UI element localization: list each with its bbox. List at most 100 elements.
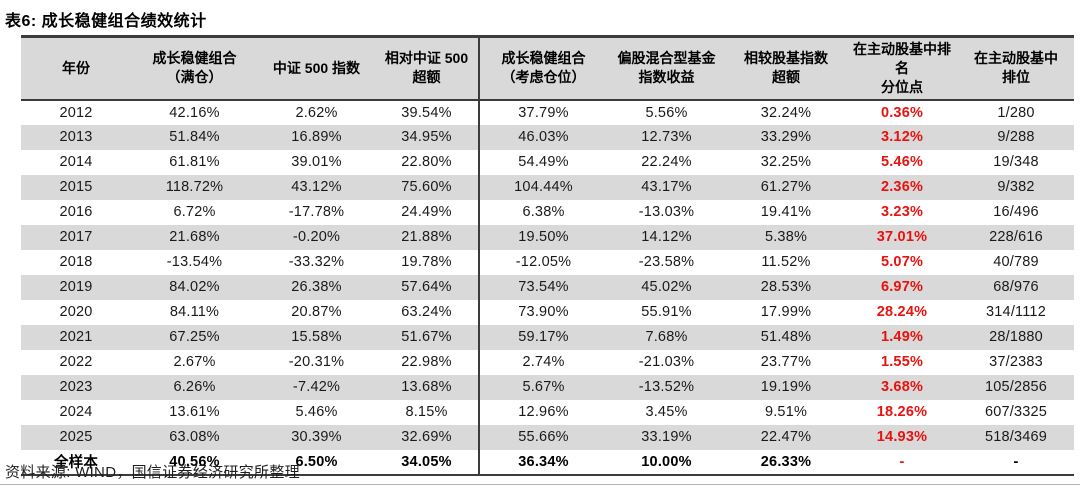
cell-excess-vs-fund-index: 19.41% bbox=[760, 204, 812, 221]
cell-portfolio-full-position: 84.11% bbox=[169, 304, 220, 321]
cell-excess-vs-fund-index: 33.29% bbox=[760, 129, 812, 146]
cell-year: 2016 bbox=[59, 204, 93, 221]
cell-hybrid-fund-index-return: -21.03% bbox=[638, 354, 695, 371]
table-row: 2022 2.67% -20.31% 22.98% 2.74% -21.03% 23.77%… bbox=[21, 349, 1074, 375]
cell-portfolio-considering-position: 5.67% bbox=[522, 379, 565, 396]
cell-excess-vs-fund-index: 51.48% bbox=[760, 329, 812, 346]
cell-hybrid-fund-index-return: 33.19% bbox=[641, 429, 692, 446]
table-row: 2019 84.02% 26.38% 57.64% 73.54% 45.02% 28.53%… bbox=[21, 274, 1074, 300]
cell-year: 2018 bbox=[59, 254, 93, 271]
cell-active-fund-percentile: 6.97% bbox=[880, 279, 924, 296]
cell-csi500-index: 30.39% bbox=[291, 429, 342, 446]
cell-portfolio-full-position: 6.72% bbox=[173, 204, 216, 221]
cell-portfolio-considering-position: 104.44% bbox=[514, 179, 573, 196]
cell-csi500-index: -0.20% bbox=[292, 229, 341, 246]
cell-hybrid-fund-index-return: 3.45% bbox=[645, 404, 688, 421]
table-row: 2013 51.84% 16.89% 34.95% 46.03% 12.73% 33.29%… bbox=[21, 124, 1074, 150]
table-header: 年份 成长稳健组合 （满仓） 中证 500 指数 相对中证 500 超额 成长稳健组合 （考虑… bbox=[21, 36, 1074, 100]
cell-csi500-index: 5.46% bbox=[295, 404, 338, 421]
cell-excess-vs-csi500: 39.54% bbox=[375, 99, 480, 125]
cell-hybrid-fund-index-return: 22.24% bbox=[641, 154, 692, 171]
column-header-active-fund-percentile: 在主动股基中排名 分位点 bbox=[853, 41, 951, 95]
cell-csi500-index: -33.32% bbox=[288, 254, 345, 271]
cell-active-fund-percentile: 28.24% bbox=[876, 304, 928, 321]
cell-active-fund-rank: 68/976 bbox=[993, 279, 1039, 296]
cell-csi500-index: -7.42% bbox=[292, 379, 341, 396]
cell-excess-vs-fund-index: 61.27% bbox=[760, 179, 812, 196]
cell-active-fund-rank: 1/280 bbox=[997, 104, 1035, 121]
cell-excess-vs-fund-index: 26.33% bbox=[760, 453, 812, 470]
cell-active-fund-rank: - bbox=[1013, 453, 1019, 470]
cell-portfolio-full-position: 2.67% bbox=[173, 354, 216, 371]
cell-hybrid-fund-index-return: -13.03% bbox=[638, 204, 695, 221]
cell-csi500-index: 15.58% bbox=[291, 329, 342, 346]
cell-csi500-index: -17.78% bbox=[288, 204, 345, 221]
cell-active-fund-rank: 105/2856 bbox=[984, 379, 1048, 396]
table-row: 2021 67.25% 15.58% 51.67% 59.17% 7.68% 51.48% 1… bbox=[21, 324, 1074, 350]
cell-active-fund-percentile: 0.36% bbox=[880, 104, 924, 121]
cell-active-fund-rank: 228/616 bbox=[989, 229, 1043, 246]
cell-excess-vs-fund-index: 28.53% bbox=[760, 279, 812, 296]
bottom-divider bbox=[0, 484, 1080, 485]
table-row: 2015 118.72% 43.12% 75.60% 104.44% 43.17% 61.2… bbox=[21, 174, 1074, 200]
table-row: 全样本 40.56% 6.50% 34.05% 36.34% 10.00% 26.33% - - bbox=[21, 449, 1074, 475]
cell-hybrid-fund-index-return: 5.56% bbox=[645, 104, 688, 121]
cell-hybrid-fund-index-return: 43.17% bbox=[641, 179, 692, 196]
cell-csi500-index: 16.89% bbox=[291, 129, 342, 146]
cell-portfolio-full-position: 63.08% bbox=[169, 429, 220, 446]
cell-portfolio-considering-position: 46.03% bbox=[518, 129, 569, 146]
column-header-active-fund-rank: 在主动股基中 排位 bbox=[974, 50, 1058, 86]
cell-hybrid-fund-index-return: -23.58% bbox=[638, 254, 695, 271]
cell-csi500-index: 20.87% bbox=[291, 304, 342, 321]
cell-csi500-index: 43.12% bbox=[291, 179, 342, 196]
cell-excess-vs-csi500: 13.68% bbox=[375, 374, 480, 400]
cell-excess-vs-csi500: 22.98% bbox=[375, 349, 480, 375]
cell-portfolio-full-position: 6.26% bbox=[173, 379, 216, 396]
cell-portfolio-considering-position: 59.17% bbox=[518, 329, 569, 346]
cell-excess-vs-fund-index: 5.38% bbox=[764, 229, 808, 246]
cell-year: 全样本 bbox=[53, 455, 99, 472]
cell-excess-vs-csi500: 21.88% bbox=[375, 224, 480, 250]
cell-portfolio-full-position: -13.54% bbox=[166, 254, 223, 271]
cell-excess-vs-csi500: 63.24% bbox=[375, 299, 480, 325]
cell-excess-vs-csi500: 51.67% bbox=[375, 324, 480, 350]
performance-table: 年份 成长稳健组合 （满仓） 中证 500 指数 相对中证 500 超额 成长稳健组合 （考虑… bbox=[21, 35, 1074, 476]
cell-excess-vs-fund-index: 17.99% bbox=[760, 304, 812, 321]
cell-portfolio-considering-position: 73.90% bbox=[518, 304, 569, 321]
table-row: 2018 -13.54% -33.32% 19.78% -12.05% -23.58% 11… bbox=[21, 249, 1074, 275]
cell-excess-vs-fund-index: 23.77% bbox=[760, 354, 812, 371]
cell-active-fund-percentile: 1.49% bbox=[880, 329, 924, 346]
cell-hybrid-fund-index-return: 45.02% bbox=[641, 279, 692, 296]
performance-table-container: 年份 成长稳健组合 （满仓） 中证 500 指数 相对中证 500 超额 成长稳健组合 （考虑… bbox=[21, 35, 1074, 476]
table-row: 2016 6.72% -17.78% 24.49% 6.38% -13.03% 19.41%… bbox=[21, 199, 1074, 225]
cell-year: 2017 bbox=[59, 229, 93, 246]
cell-active-fund-rank: 9/288 bbox=[997, 129, 1035, 146]
table-row: 2024 13.61% 5.46% 8.15% 12.96% 3.45% 9.51% 18.2… bbox=[21, 399, 1074, 425]
cell-year: 2022 bbox=[59, 354, 93, 371]
column-header-hybrid-fund-index-return: 偏股混合型基金 指数收益 bbox=[617, 50, 716, 86]
cell-excess-vs-csi500: 34.95% bbox=[375, 124, 480, 150]
cell-portfolio-full-position: 118.72% bbox=[165, 179, 224, 196]
cell-excess-vs-csi500: 75.60% bbox=[375, 174, 480, 200]
cell-year: 2020 bbox=[59, 304, 93, 321]
cell-active-fund-percentile: 18.26% bbox=[876, 404, 928, 421]
cell-active-fund-percentile: 1.55% bbox=[880, 354, 924, 371]
cell-active-fund-rank: 16/496 bbox=[993, 204, 1039, 221]
cell-active-fund-rank: 28/1880 bbox=[989, 329, 1043, 346]
table-row: 2012 42.16% 2.62% 39.54% 37.79% 5.56% 32.24% 0.… bbox=[21, 99, 1074, 125]
column-header-year: 年份 bbox=[62, 59, 90, 76]
cell-active-fund-rank: 518/3469 bbox=[984, 429, 1048, 446]
cell-active-fund-percentile: 37.01% bbox=[876, 229, 928, 246]
table-title: 表6: 成长稳健组合绩效统计 bbox=[5, 13, 207, 30]
table-row: 2020 84.11% 20.87% 63.24% 73.90% 55.91% 17.99%… bbox=[21, 299, 1074, 325]
cell-active-fund-percentile: 3.23% bbox=[880, 204, 924, 221]
cell-excess-vs-csi500: 57.64% bbox=[375, 274, 480, 300]
cell-portfolio-full-position: 40.56% bbox=[169, 453, 220, 470]
cell-hybrid-fund-index-return: 12.73% bbox=[641, 129, 692, 146]
cell-hybrid-fund-index-return: 55.91% bbox=[641, 304, 692, 321]
cell-portfolio-considering-position: 6.38% bbox=[522, 204, 565, 221]
cell-excess-vs-csi500: 34.05% bbox=[375, 449, 480, 475]
cell-portfolio-considering-position: 2.74% bbox=[522, 354, 565, 371]
cell-year: 2025 bbox=[59, 429, 93, 446]
cell-csi500-index: -20.31% bbox=[288, 354, 345, 371]
